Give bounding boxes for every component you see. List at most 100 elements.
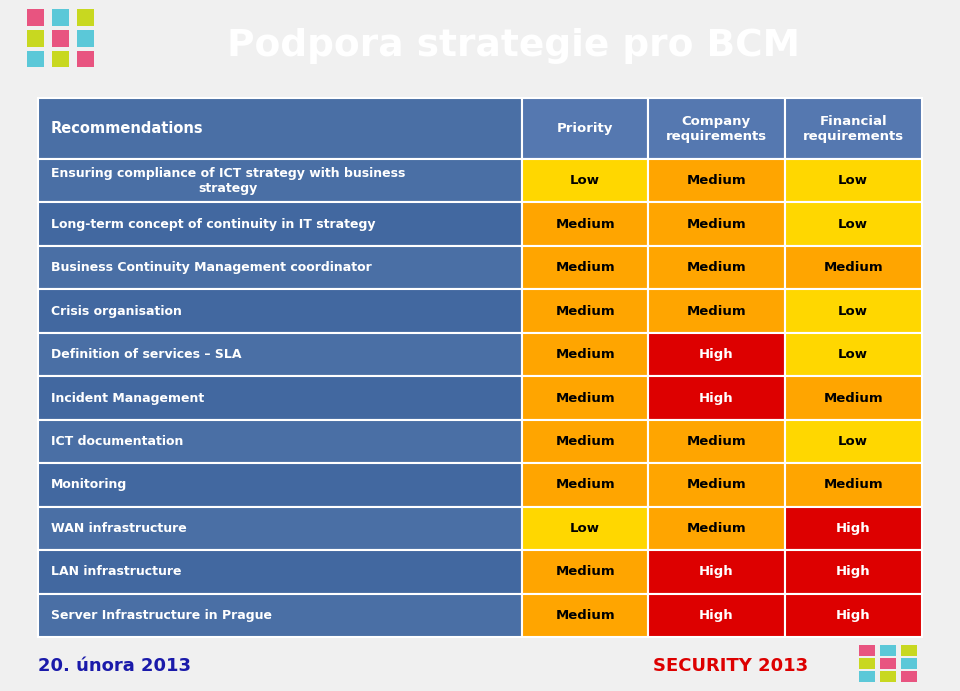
Text: Medium: Medium: [686, 261, 746, 274]
Bar: [784, 246, 922, 290]
Text: High: High: [836, 609, 871, 622]
Text: Low: Low: [838, 174, 868, 187]
Text: Medium: Medium: [555, 218, 615, 231]
Bar: [784, 98, 922, 159]
Bar: [52, 9, 69, 26]
Text: Medium: Medium: [824, 478, 883, 491]
Bar: [27, 51, 44, 68]
Bar: [784, 202, 922, 246]
Bar: [648, 98, 784, 159]
Text: Priority: Priority: [557, 122, 613, 135]
Bar: [859, 645, 875, 656]
Text: Medium: Medium: [555, 348, 615, 361]
Bar: [38, 159, 522, 202]
Bar: [784, 550, 922, 594]
Bar: [880, 671, 896, 682]
Bar: [648, 377, 784, 419]
Bar: [648, 159, 784, 202]
Bar: [784, 377, 922, 419]
Bar: [648, 290, 784, 333]
Text: Low: Low: [838, 435, 868, 448]
Bar: [522, 333, 648, 377]
Bar: [880, 645, 896, 656]
Text: Medium: Medium: [686, 435, 746, 448]
Bar: [880, 658, 896, 669]
Bar: [27, 9, 44, 26]
Bar: [784, 333, 922, 377]
Text: Definition of services – SLA: Definition of services – SLA: [51, 348, 241, 361]
Bar: [522, 463, 648, 507]
Text: Medium: Medium: [555, 609, 615, 622]
Bar: [784, 463, 922, 507]
Bar: [784, 594, 922, 637]
Bar: [522, 594, 648, 637]
Bar: [522, 202, 648, 246]
Bar: [77, 30, 94, 46]
Text: Medium: Medium: [824, 392, 883, 404]
Bar: [859, 658, 875, 669]
Text: ICT documentation: ICT documentation: [51, 435, 183, 448]
Text: Ensuring compliance of ICT strategy with business
strategy: Ensuring compliance of ICT strategy with…: [51, 167, 405, 195]
Bar: [522, 507, 648, 550]
Text: Incident Management: Incident Management: [51, 392, 204, 404]
Text: Business Continuity Management coordinator: Business Continuity Management coordinat…: [51, 261, 372, 274]
Bar: [648, 507, 784, 550]
Text: Medium: Medium: [555, 565, 615, 578]
Bar: [52, 51, 69, 68]
Text: High: High: [699, 348, 733, 361]
Bar: [648, 419, 784, 463]
Bar: [648, 333, 784, 377]
Bar: [38, 463, 522, 507]
Bar: [901, 645, 917, 656]
Bar: [38, 419, 522, 463]
Text: Low: Low: [570, 522, 600, 535]
Text: WAN infrastructure: WAN infrastructure: [51, 522, 186, 535]
Bar: [38, 246, 522, 290]
Bar: [38, 290, 522, 333]
Bar: [38, 333, 522, 377]
Text: SECURITY 2013: SECURITY 2013: [653, 657, 808, 675]
Bar: [38, 594, 522, 637]
Text: Financial
requirements: Financial requirements: [803, 115, 903, 142]
Bar: [648, 550, 784, 594]
Text: Low: Low: [570, 174, 600, 187]
Text: Medium: Medium: [686, 305, 746, 318]
Bar: [522, 550, 648, 594]
Text: Medium: Medium: [555, 478, 615, 491]
Bar: [901, 671, 917, 682]
Bar: [27, 30, 44, 46]
Bar: [784, 159, 922, 202]
Text: High: High: [699, 565, 733, 578]
Bar: [77, 9, 94, 26]
Text: Podpora strategie pro BCM: Podpora strategie pro BCM: [228, 28, 800, 64]
Bar: [522, 246, 648, 290]
Text: Long-term concept of continuity in IT strategy: Long-term concept of continuity in IT st…: [51, 218, 375, 231]
Bar: [784, 507, 922, 550]
Text: Medium: Medium: [555, 261, 615, 274]
Text: Medium: Medium: [555, 435, 615, 448]
Bar: [38, 202, 522, 246]
Bar: [648, 246, 784, 290]
Text: Low: Low: [838, 305, 868, 318]
Bar: [901, 658, 917, 669]
Bar: [648, 202, 784, 246]
Bar: [38, 550, 522, 594]
Text: High: High: [836, 522, 871, 535]
Text: High: High: [699, 392, 733, 404]
Text: 20. února 2013: 20. února 2013: [38, 657, 191, 675]
Bar: [522, 377, 648, 419]
Text: Medium: Medium: [686, 218, 746, 231]
Text: Medium: Medium: [555, 392, 615, 404]
Bar: [522, 419, 648, 463]
Bar: [859, 671, 875, 682]
Text: Medium: Medium: [824, 261, 883, 274]
Text: High: High: [836, 565, 871, 578]
Bar: [522, 290, 648, 333]
Bar: [52, 30, 69, 46]
Text: Medium: Medium: [686, 174, 746, 187]
Text: Recommendations: Recommendations: [51, 121, 204, 136]
Bar: [648, 594, 784, 637]
Bar: [522, 98, 648, 159]
Text: High: High: [699, 609, 733, 622]
Text: Medium: Medium: [686, 522, 746, 535]
